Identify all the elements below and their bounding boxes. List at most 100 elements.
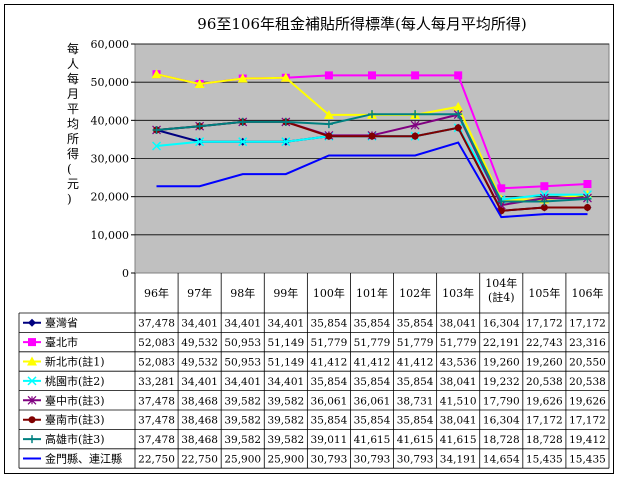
data-label: 35,854	[311, 318, 348, 330]
data-label: 35,854	[354, 415, 391, 427]
data-point	[280, 72, 291, 82]
series-line	[156, 141, 588, 219]
data-point	[410, 120, 420, 130]
data-label: 14,654	[483, 454, 520, 466]
legend-label: 新北市(註1)	[45, 355, 105, 369]
data-label: 51,779	[397, 337, 434, 349]
data-point	[152, 125, 161, 134]
y-tick-label: 30,000	[91, 153, 130, 166]
data-point	[238, 137, 248, 147]
data-point	[411, 132, 419, 140]
data-label: 37,478	[138, 415, 175, 427]
data-label: 17,790	[483, 395, 520, 407]
data-label: 38,468	[181, 434, 218, 446]
data-label: 34,401	[267, 318, 304, 330]
data-label: 17,172	[569, 318, 606, 330]
y-tick-label: 20,000	[91, 191, 130, 204]
legend-label: 臺南市(註3)	[45, 413, 105, 427]
data-label: 17,172	[569, 415, 606, 427]
data-point	[324, 120, 333, 129]
data-label: 38,041	[440, 376, 477, 388]
data-point	[583, 180, 592, 189]
data-label: 41,412	[397, 357, 434, 369]
data-label: 18,728	[483, 434, 520, 446]
data-label: 35,854	[354, 318, 391, 330]
data-point	[323, 109, 334, 119]
data-label: 35,854	[354, 376, 391, 388]
data-point	[27, 356, 37, 366]
data-point	[28, 416, 36, 424]
data-label: 43,536	[440, 357, 477, 369]
x-tick-label: 103年	[442, 286, 474, 300]
data-label: 39,582	[224, 434, 261, 446]
data-label: 15,435	[526, 454, 563, 466]
data-label: 51,779	[311, 337, 348, 349]
data-label: 37,478	[138, 395, 175, 407]
data-label: 23,316	[569, 337, 606, 349]
data-label: 38,041	[440, 318, 477, 330]
data-label: 16,304	[483, 415, 520, 427]
data-label: 49,532	[181, 357, 218, 369]
x-tick-label: 99年	[273, 286, 298, 300]
data-label: 19,232	[483, 376, 520, 388]
data-label: 36,061	[311, 395, 348, 407]
data-label: 37,478	[138, 434, 175, 446]
data-label: 15,435	[569, 454, 606, 466]
data-point	[151, 69, 162, 79]
data-point	[368, 71, 376, 80]
data-label: 41,615	[397, 434, 434, 446]
data-label: 34,401	[224, 318, 261, 330]
data-label: 30,793	[311, 454, 348, 466]
data-label: 35,854	[311, 376, 348, 388]
data-label: 20,538	[569, 376, 606, 388]
data-label: 34,401	[224, 376, 261, 388]
data-label: 17,172	[526, 318, 563, 330]
data-point	[281, 117, 290, 126]
y-tick-label: 0	[122, 267, 129, 280]
data-point	[368, 132, 376, 140]
data-point	[195, 137, 205, 147]
data-label: 35,854	[397, 415, 434, 427]
data-label: 20,538	[526, 376, 563, 388]
data-point	[454, 110, 463, 119]
data-label: 20,550	[569, 357, 606, 369]
x-tick-label: 96年	[144, 286, 169, 300]
data-point	[237, 73, 248, 83]
chart-frame: 96至106年租金補貼所得標準(每人每月平均所得) 0 10,000 20,000 30…	[4, 4, 614, 474]
data-label: 22,750	[138, 454, 175, 466]
x-tick-label: 100年	[313, 286, 345, 300]
data-label: 30,793	[397, 454, 434, 466]
data-point	[540, 182, 549, 191]
data-point	[152, 141, 162, 151]
data-label: 51,779	[354, 337, 391, 349]
data-point	[28, 318, 36, 327]
data-label: 25,900	[267, 454, 304, 466]
data-label: 33,281	[138, 376, 175, 388]
data-label: 38,041	[440, 415, 477, 427]
data-point	[27, 395, 37, 405]
data-label: 30,793	[354, 454, 391, 466]
x-tick-label: 104年(註4)	[485, 276, 517, 304]
legend-label: 臺灣省	[45, 316, 78, 330]
data-point	[540, 203, 548, 211]
data-label: 19,260	[526, 357, 563, 369]
y-tick-label: 60,000	[91, 38, 130, 51]
data-label: 51,149	[267, 337, 304, 349]
data-label: 39,582	[267, 434, 304, 446]
y-tick-label: 40,000	[91, 114, 130, 127]
data-label: 17,172	[526, 415, 563, 427]
data-label: 19,260	[483, 357, 520, 369]
data-point	[583, 194, 592, 203]
data-label: 52,083	[138, 337, 175, 349]
data-point	[324, 71, 333, 80]
data-label: 51,149	[267, 357, 304, 369]
data-point	[27, 376, 37, 386]
data-label: 35,854	[397, 376, 434, 388]
data-point	[281, 137, 291, 147]
data-label: 39,582	[224, 395, 261, 407]
data-label: 41,615	[440, 434, 477, 446]
data-point	[28, 435, 36, 444]
data-label: 34,191	[440, 454, 477, 466]
x-tick-label: 102年	[399, 286, 431, 300]
data-label: 41,510	[440, 395, 477, 407]
